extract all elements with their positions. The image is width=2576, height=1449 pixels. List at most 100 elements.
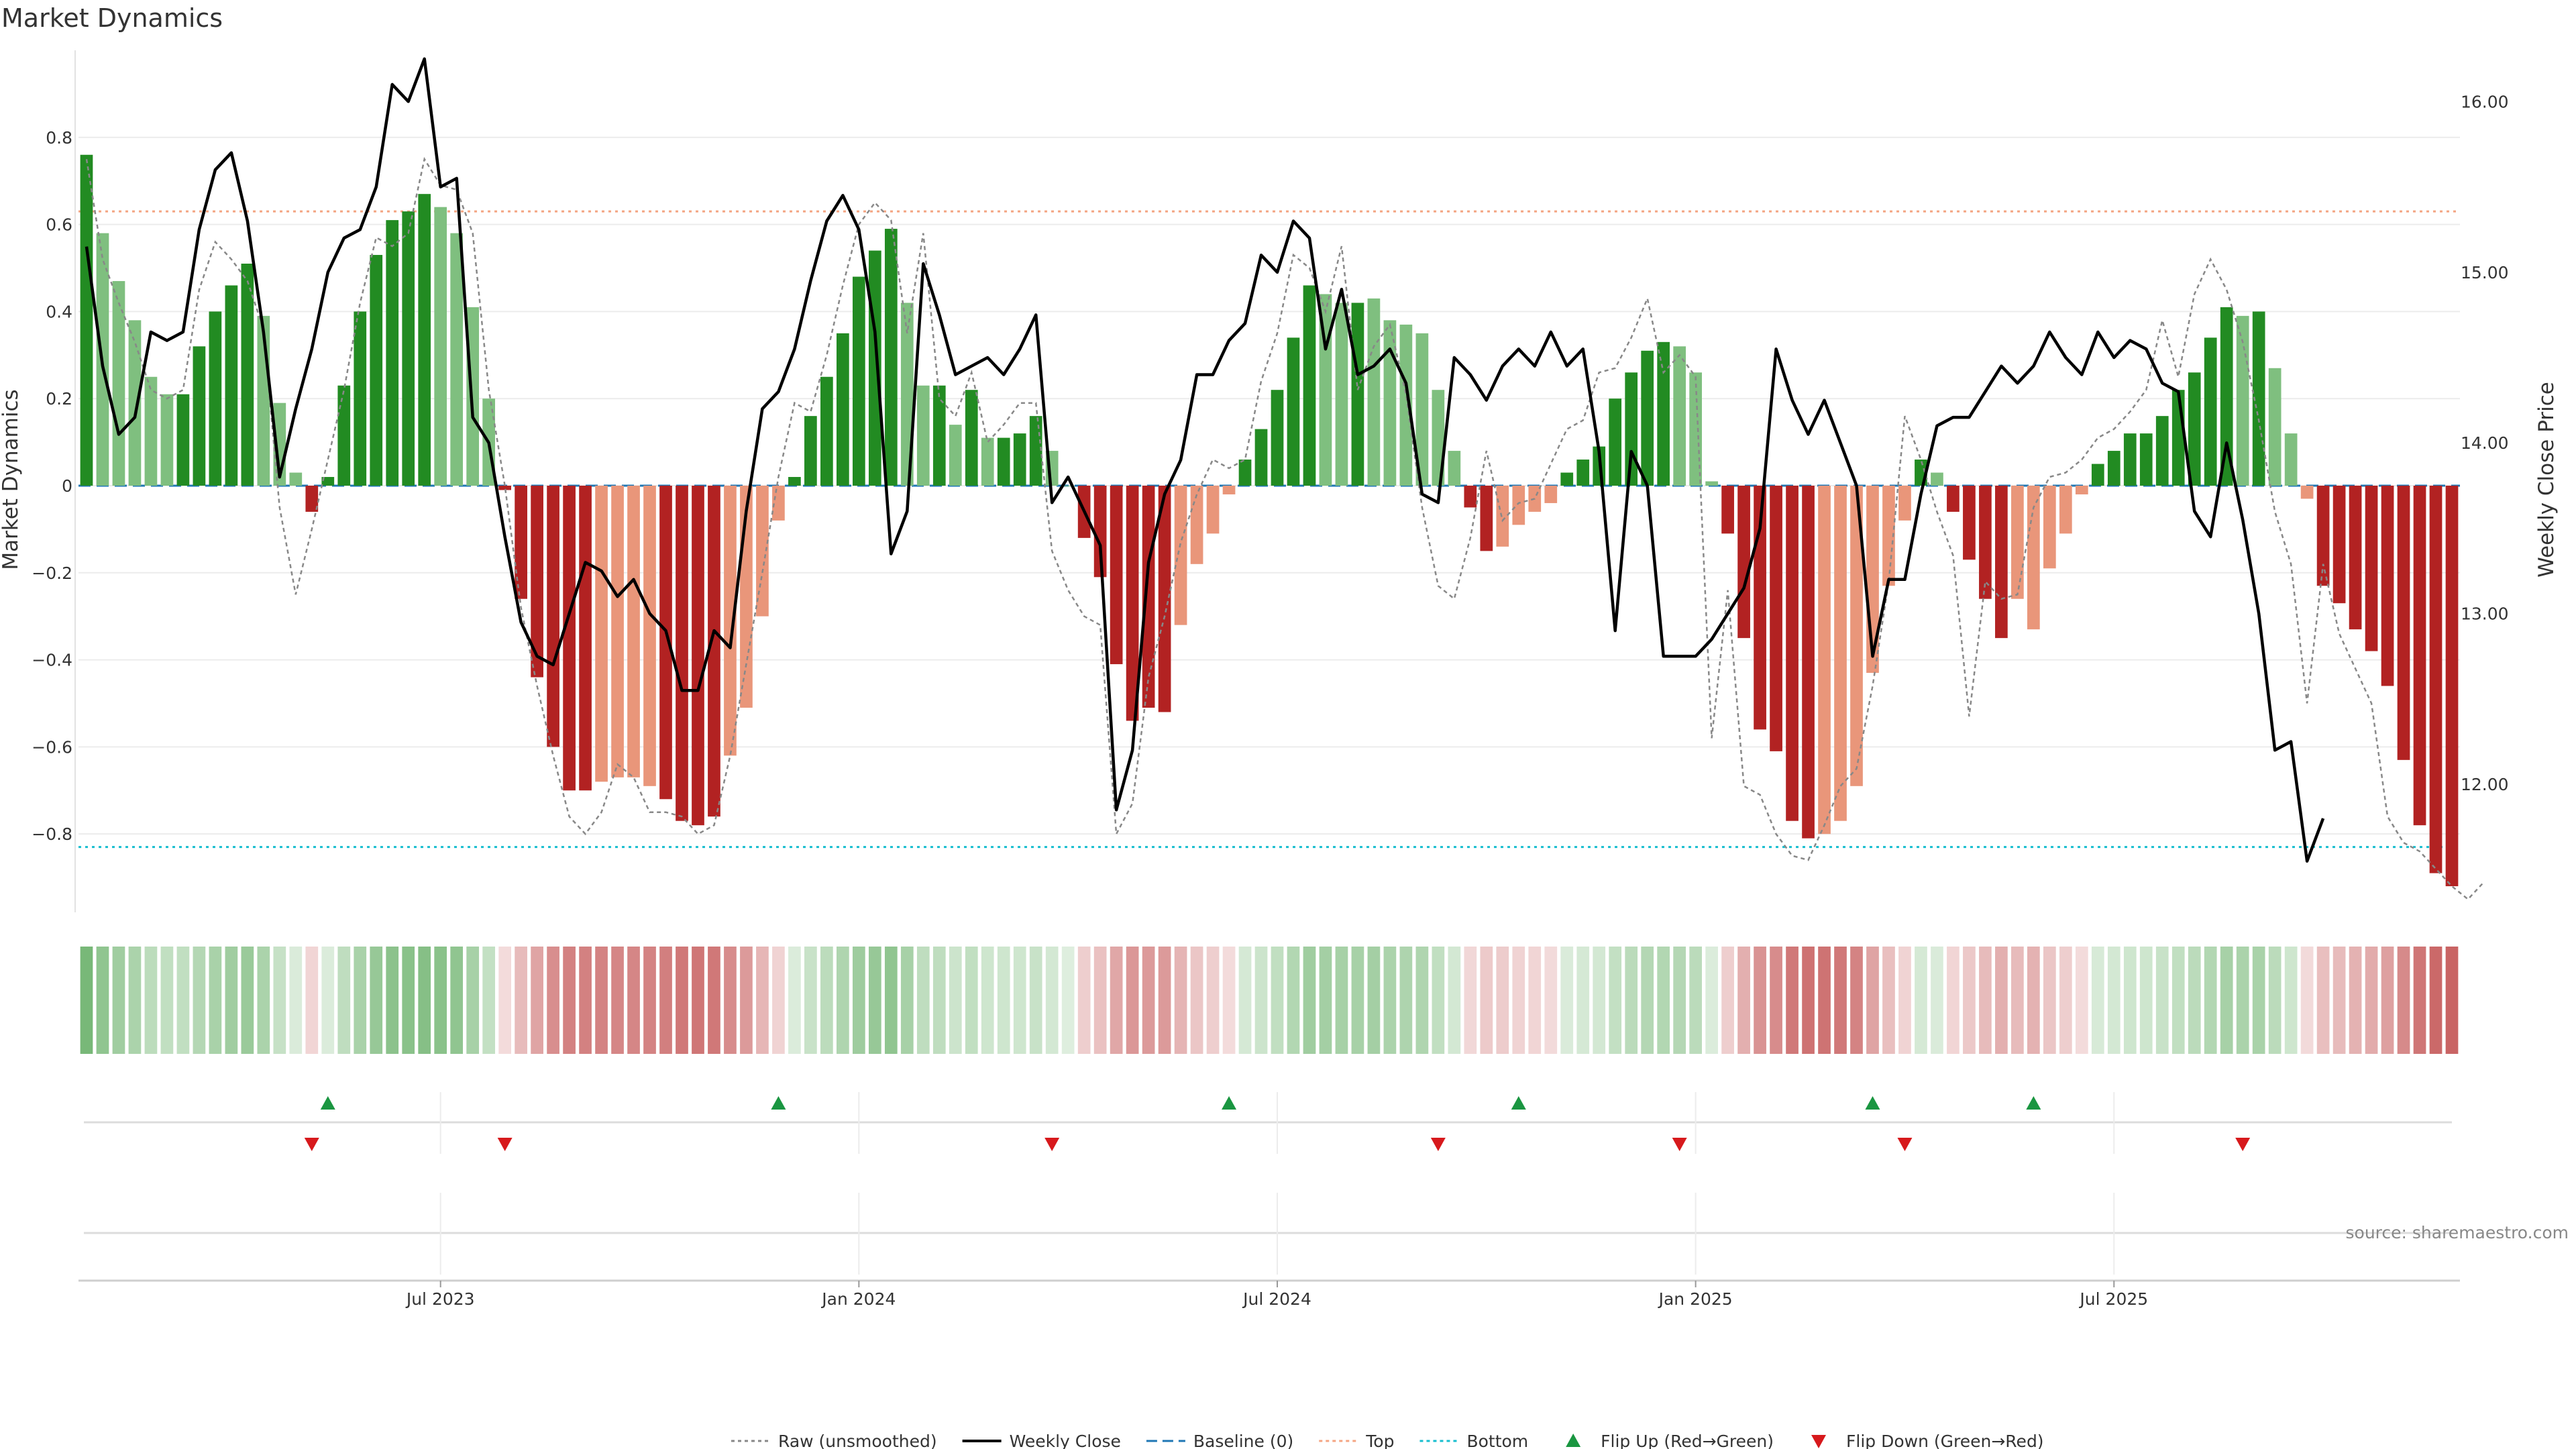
strip-cell [1399, 947, 1413, 1054]
strip-cell [997, 947, 1010, 1054]
bar [2236, 315, 2249, 486]
bar [1190, 485, 1203, 564]
bar [160, 394, 174, 486]
strip-cell [370, 947, 383, 1054]
strip-cell [160, 947, 174, 1054]
flip-down-marker [1044, 1138, 1060, 1151]
bar [144, 376, 158, 486]
bar [1609, 398, 1622, 486]
strip-cell [273, 947, 286, 1054]
strip-cell [2397, 947, 2410, 1054]
strip-cell [2268, 947, 2282, 1054]
x-tick-label: Jan 2025 [1658, 1289, 1733, 1309]
bar [1770, 485, 1782, 751]
strip-cell [289, 947, 303, 1054]
strip-cell [1979, 947, 1992, 1054]
bar [611, 485, 624, 777]
bar [1110, 485, 1123, 665]
strip-cell [1383, 947, 1397, 1054]
bar [2075, 485, 2088, 494]
bar [1206, 485, 1220, 534]
legend-swatch [1811, 1435, 1827, 1448]
strip-cell [1013, 947, 1026, 1054]
strip-cell [1721, 947, 1734, 1054]
bar [1882, 485, 1895, 586]
strip-cell [1222, 947, 1236, 1054]
flip-up-marker [1511, 1096, 1526, 1110]
bar [1947, 485, 1960, 512]
bar [820, 376, 833, 486]
bar [1480, 485, 1493, 551]
bar [884, 229, 898, 486]
strip-cell [611, 947, 624, 1054]
strip-cell [531, 947, 543, 1054]
heat-strip [80, 947, 2459, 1054]
strip-cell [692, 947, 704, 1054]
strip-cell [2204, 947, 2217, 1054]
bar [1093, 485, 1107, 578]
bar [852, 276, 865, 486]
strip-cell [627, 947, 640, 1054]
strip-cell [1077, 947, 1091, 1054]
bar [225, 285, 238, 486]
strip-cell [450, 947, 464, 1054]
bar [128, 320, 142, 486]
strip-cell [1560, 947, 1574, 1054]
flip-down-marker [1897, 1138, 1913, 1151]
strip-cell [1512, 947, 1525, 1054]
bar [1737, 485, 1750, 639]
flip-up-marker [2026, 1096, 2041, 1110]
strip-cell [772, 947, 785, 1054]
bar [2365, 485, 2378, 651]
y2-tick-label: 14.00 [2461, 433, 2509, 453]
bar [1496, 485, 1509, 547]
strip-cell [1190, 947, 1203, 1054]
strip-cell [80, 947, 93, 1054]
strip-cell [756, 947, 769, 1054]
bar [1963, 485, 1976, 560]
bar [965, 390, 978, 486]
y2-tick-label: 15.00 [2461, 263, 2509, 282]
bar [692, 485, 704, 826]
bar [2445, 485, 2459, 887]
bar [643, 485, 656, 786]
legend-label: Flip Down (Green→Red) [1846, 1432, 2044, 1449]
bar [916, 385, 930, 486]
bar [498, 485, 511, 490]
bar [1754, 485, 1766, 730]
bar [2043, 485, 2056, 569]
strip-cell [868, 947, 881, 1054]
strip-cell [209, 947, 222, 1054]
strip-cell [1238, 947, 1252, 1054]
bar [1898, 485, 1911, 521]
bar [2171, 390, 2185, 486]
bar [868, 250, 881, 486]
flip-up-marker [1222, 1096, 1237, 1110]
bar [337, 385, 351, 486]
strip-cell [305, 947, 319, 1054]
bar [2300, 485, 2314, 499]
bar [1287, 337, 1300, 486]
bar [2123, 433, 2137, 486]
strip-cell [337, 947, 351, 1054]
strip-cell [482, 947, 496, 1054]
strip-cell [949, 947, 962, 1054]
strip-cell [676, 947, 688, 1054]
flip-down-marker [304, 1138, 319, 1151]
strip-cell [1850, 947, 1863, 1054]
strip-cell [434, 947, 447, 1054]
bar [515, 485, 527, 599]
bar [321, 477, 335, 486]
bar [1979, 485, 1992, 599]
bar [386, 220, 399, 486]
bar [2332, 485, 2346, 604]
bar [1126, 485, 1139, 721]
strip-cell [708, 947, 720, 1054]
y-tick-label: 0.4 [46, 302, 72, 321]
bar [563, 485, 576, 791]
strip-cell [386, 947, 399, 1054]
bar [176, 394, 190, 486]
strip-cell [1432, 947, 1445, 1054]
y-tick-label: −0.8 [32, 824, 72, 844]
bar [2381, 485, 2394, 686]
